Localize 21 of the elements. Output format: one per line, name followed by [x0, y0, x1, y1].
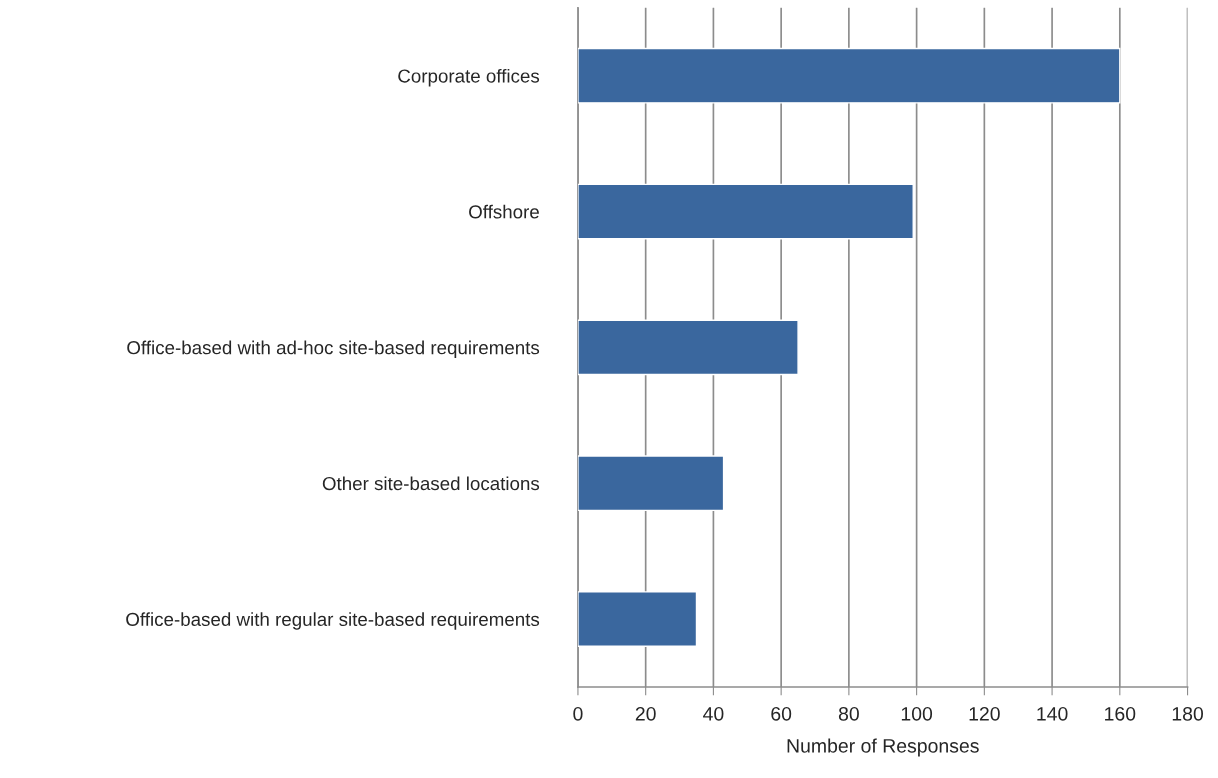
- y-tick-label: Offshore: [469, 204, 539, 219]
- y-tick-label: Other site-based locations: [322, 476, 540, 491]
- x-tick-label: 0: [573, 706, 583, 721]
- bar: [577, 591, 698, 647]
- x-tick-label: 180: [1172, 706, 1204, 721]
- x-tick-label: 60: [771, 706, 792, 721]
- bar: [577, 47, 1121, 104]
- x-tick-label: 20: [635, 706, 656, 721]
- x-tick-label: 100: [901, 706, 933, 721]
- y-tick-label: Office-based with regular site-based requirements: [126, 612, 540, 630]
- bar: [577, 455, 725, 512]
- bar: [577, 319, 799, 376]
- bar: [577, 183, 914, 240]
- x-tick-label: 160: [1105, 706, 1136, 721]
- x-tick-label: 140: [1037, 706, 1068, 721]
- y-tick-label: Corporate offices: [398, 68, 540, 87]
- y-tick-label: Office-based with ad-hoc site-based requirements: [127, 340, 540, 359]
- x-tick-label: 80: [838, 706, 859, 721]
- x-tick-label: 120: [969, 706, 1000, 721]
- x-axis-title: Number of Responses: [787, 738, 979, 757]
- x-tick-label: 40: [703, 706, 724, 721]
